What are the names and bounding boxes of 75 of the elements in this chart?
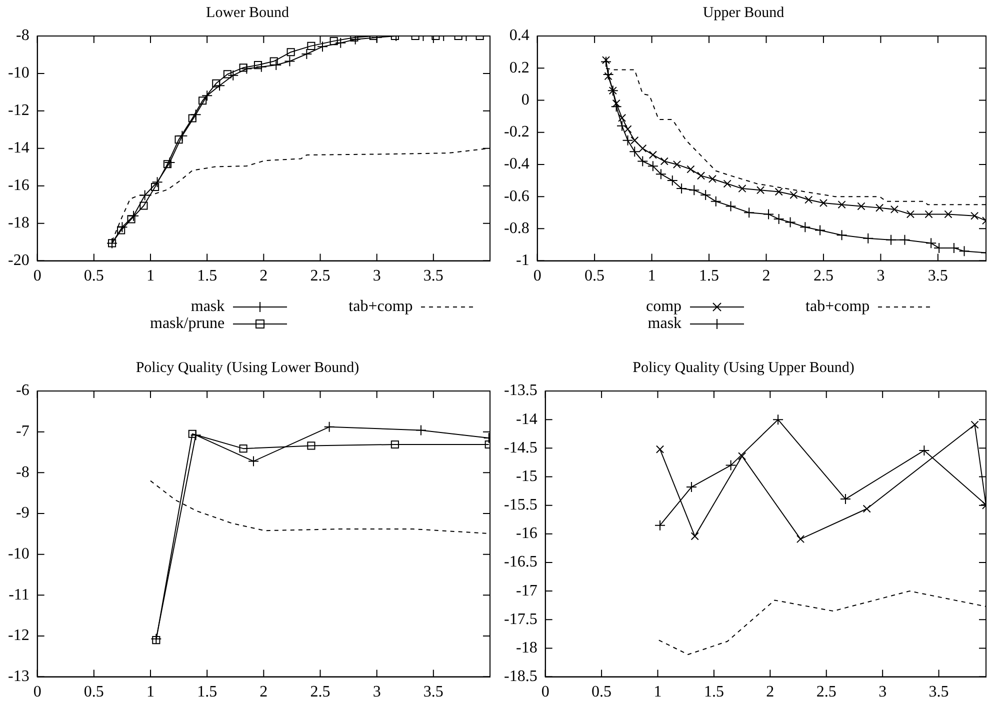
x-tick-label: 3.5: [423, 268, 444, 285]
x-tick-label: 0.5: [592, 684, 612, 701]
y-tick-label: -14.5: [504, 439, 538, 456]
y-tick-label: -7: [16, 423, 30, 440]
x-tick-label: 2.5: [813, 268, 834, 285]
y-tick-label: -6: [16, 382, 30, 400]
x-tick-label: 2: [260, 268, 268, 285]
legend-label: tab+comp: [348, 298, 413, 316]
chart-title: Policy Quality (Using Upper Bound): [632, 360, 854, 376]
x-tick-label: 0: [541, 684, 550, 701]
y-tick-label: -16: [516, 525, 538, 542]
y-tick-label: -15.5: [504, 496, 538, 514]
y-tick-label: -8: [16, 464, 30, 481]
y-tick-label: -15: [516, 468, 538, 485]
y-tick-label: -14: [516, 410, 538, 428]
x-tick-label: 0.5: [84, 684, 104, 701]
y-tick-label: -11: [8, 586, 30, 604]
y-tick-label: -14: [8, 140, 30, 157]
x-tick-label: 2: [766, 684, 774, 701]
chart-title: Upper Bound: [702, 4, 785, 21]
y-tick-label: -18.5: [504, 668, 538, 686]
chart-title: Lower Bound: [206, 4, 290, 21]
chart-title: Policy Quality (Using Lower Bound): [136, 360, 360, 376]
y-tick-label: -18: [8, 214, 30, 232]
y-tick-label: -16: [8, 177, 30, 194]
y-tick-label: -17.5: [504, 610, 538, 628]
x-tick-label: 2.5: [310, 684, 330, 701]
x-tick-label: 3: [372, 684, 381, 701]
x-tick-label: 1.5: [197, 268, 218, 285]
x-tick-label: 1.5: [197, 684, 218, 701]
y-tick-label: 0: [521, 91, 530, 108]
x-tick-label: 1.5: [699, 268, 720, 285]
x-tick-label: 2.5: [310, 268, 330, 285]
y-tick-label: -20: [8, 252, 30, 270]
y-tick-label: 0.2: [509, 59, 530, 76]
y-tick-label: -12: [8, 627, 30, 644]
x-tick-label: 0.5: [84, 268, 104, 285]
y-tick-label: -8: [16, 27, 30, 44]
x-tick-label: 3: [878, 684, 887, 701]
y-tick-label: -1: [516, 252, 530, 270]
x-tick-label: 0: [33, 684, 42, 701]
y-tick-label: -0.4: [504, 156, 530, 173]
y-tick-label: -13: [8, 668, 30, 686]
x-tick-label: 3: [876, 268, 885, 285]
y-tick-label: -18: [516, 639, 538, 656]
y-tick-label: -0.2: [504, 124, 530, 141]
x-tick-label: 1.5: [704, 684, 724, 701]
legend-label: mask: [648, 314, 682, 332]
y-tick-label: -9: [16, 504, 30, 522]
y-tick-label: -13.5: [504, 382, 538, 400]
y-tick-label: -17: [516, 582, 538, 600]
legend-label: mask/prune: [150, 314, 225, 332]
x-tick-label: 3.5: [423, 684, 444, 701]
y-tick-label: -10: [8, 546, 30, 563]
x-tick-label: 2: [260, 684, 268, 701]
y-tick-label: -0.6: [504, 188, 530, 205]
x-tick-label: 1: [146, 268, 154, 285]
x-tick-label: 2.5: [816, 684, 836, 701]
x-tick-label: 3.5: [928, 684, 949, 701]
y-tick-label: -0.8: [504, 220, 530, 237]
x-tick-label: 0: [33, 268, 42, 285]
legend-label: tab+comp: [806, 298, 870, 316]
y-tick-label: -12: [8, 102, 30, 120]
y-tick-label: 0.4: [509, 27, 530, 44]
x-tick-label: 3.5: [928, 268, 948, 285]
x-tick-label: 1: [648, 268, 656, 285]
x-tick-label: 0.5: [584, 268, 605, 285]
x-tick-label: 1: [654, 684, 662, 701]
legend-label: mask: [190, 298, 225, 316]
legend-label: comp: [646, 298, 682, 316]
x-tick-label: 3: [372, 268, 381, 285]
x-tick-label: 2: [762, 268, 770, 285]
y-tick-label: -16.5: [504, 554, 538, 571]
y-tick-label: -10: [8, 64, 30, 82]
x-tick-label: 1: [146, 684, 154, 701]
